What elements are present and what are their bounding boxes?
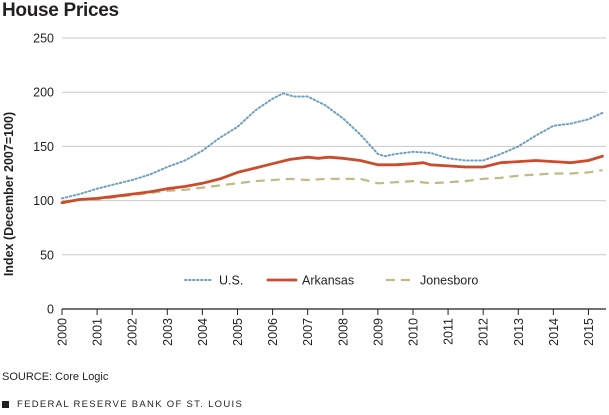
source-note: SOURCE: Core Logic [2,371,109,383]
x-tick-label: 2000 [56,318,70,346]
x-tick-label: 2001 [91,318,105,346]
x-tick-labels: 2000 2001 2002 2003 2004 2005 2006 2007 2008 2009… [56,309,596,346]
y-tick-label: 0 [47,303,54,317]
series-line-jonesboro [61,169,603,203]
x-tick-label: 2010 [406,318,420,346]
x-tick-label: 2014 [547,318,561,346]
y-tick-label: 250 [33,32,54,46]
y-tick-labels: 0 50 100 150 200 250 [33,32,54,317]
legend-label: U.S. [219,274,243,288]
grid-lines [62,37,606,256]
footer-text: FEDERAL RESERVE BANK OF ST. LOUIS [17,399,244,410]
legend: U.S. Arkansas Jonesboro [184,274,478,288]
footer-square-icon [2,401,9,408]
y-tick-label: 150 [33,140,54,154]
x-tick-label: 2004 [196,318,210,346]
x-tick-label: 2005 [231,318,245,346]
x-tick-label: 2007 [301,318,315,346]
x-tick-label: 2009 [371,318,385,346]
chart-title: House Prices [2,0,119,21]
series-lines [60,92,604,205]
y-axis-label: Index (December 2007=100) [2,112,16,276]
x-tick-label: 2012 [477,318,491,346]
x-tick-label: 2002 [126,318,140,346]
legend-label: Arkansas [302,274,354,288]
x-tick-label: 2013 [512,318,526,346]
legend-label: Jonesboro [420,274,478,288]
x-tick-label: 2011 [442,318,456,345]
y-tick-label: 50 [40,248,54,262]
y-tick-label: 100 [33,194,54,208]
footer: FEDERAL RESERVE BANK OF ST. LOUIS [2,399,243,410]
x-tick-label: 2006 [266,318,280,346]
x-tick-label: 2008 [336,318,350,346]
series-line-us [61,92,604,200]
y-tick-label: 200 [33,86,54,100]
x-tick-label: 2003 [161,318,175,346]
series-line-arkansas [60,154,604,205]
x-tick-label: 2015 [582,318,596,346]
